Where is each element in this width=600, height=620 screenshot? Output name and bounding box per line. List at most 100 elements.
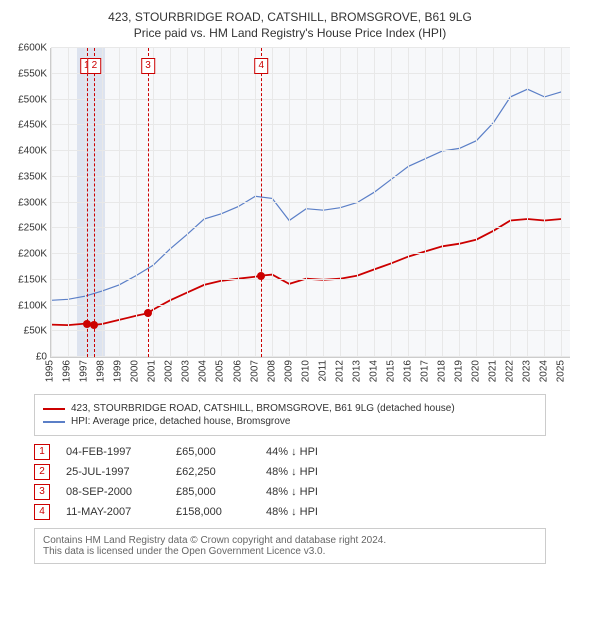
series-marker [257,272,265,280]
sale-row: 308-SEP-2000£85,00048% ↓ HPI [34,484,546,500]
sale-index: 4 [34,504,50,520]
callout-line [87,48,88,357]
x-axis-label: 2004 [198,360,209,382]
callout-marker: 4 [255,58,269,74]
footer-line1: Contains HM Land Registry data © Crown c… [43,535,537,546]
legend-row: HPI: Average price, detached house, Brom… [43,416,537,427]
y-axis-label: £300K [9,197,47,208]
sale-index: 2 [34,464,50,480]
y-axis-label: £600K [9,43,47,54]
chart-lines [51,48,570,357]
x-gridline [510,48,511,357]
sale-diff: 44% ↓ HPI [266,446,318,458]
sale-price: £65,000 [176,446,266,458]
callout-line [94,48,95,357]
x-gridline [238,48,239,357]
legend-row: 423, STOURBRIDGE ROAD, CATSHILL, BROMSGR… [43,403,537,414]
sale-diff: 48% ↓ HPI [266,486,318,498]
x-axis-label: 2013 [351,360,362,382]
x-axis-label: 2003 [181,360,192,382]
x-axis-labels: 1995199619971998199920002001200220032004… [50,358,570,388]
y-gridline [51,330,570,331]
y-axis-label: £150K [9,274,47,285]
x-axis-label: 2010 [300,360,311,382]
chart-title: 423, STOURBRIDGE ROAD, CATSHILL, BROMSGR… [10,10,570,24]
plot-area: £0£50K£100K£150K£200K£250K£300K£350K£400… [50,48,570,358]
legend-swatch [43,408,65,410]
x-gridline [153,48,154,357]
x-axis-label: 1996 [62,360,73,382]
x-axis-label: 2011 [317,360,328,382]
y-axis-label: £550K [9,68,47,79]
callout-line [261,48,262,357]
y-gridline [51,73,570,74]
x-gridline [306,48,307,357]
y-gridline [51,202,570,203]
x-axis-label: 2015 [385,360,396,382]
x-axis-label: 2019 [454,360,465,382]
x-axis-label: 2012 [334,360,345,382]
sale-row: 104-FEB-1997£65,00044% ↓ HPI [34,444,546,460]
sale-price: £158,000 [176,506,266,518]
y-gridline [51,176,570,177]
sale-diff: 48% ↓ HPI [266,506,318,518]
x-axis-label: 2002 [164,360,175,382]
y-gridline [51,99,570,100]
x-axis-label: 2009 [283,360,294,382]
x-gridline [170,48,171,357]
sale-date: 25-JUL-1997 [66,466,176,478]
sales-table: 104-FEB-1997£65,00044% ↓ HPI 2 25-JUL-1997… [34,444,546,520]
sale-index: 3 [34,484,50,500]
sale-row: 4 11-MAY-2007£158,00048% ↓ HPI [34,504,546,520]
y-axis-label: £450K [9,120,47,131]
x-gridline [323,48,324,357]
sale-date: 04-FEB-1997 [66,446,176,458]
y-axis-label: £100K [9,300,47,311]
y-axis-label: £200K [9,249,47,260]
footer-line2: This data is licensed under the Open Gov… [43,546,537,557]
y-axis-label: £0 [9,352,47,363]
y-axis-label: £350K [9,171,47,182]
callout-marker: 3 [141,58,155,74]
x-gridline [68,48,69,357]
x-gridline [476,48,477,357]
sale-date: 11-MAY-2007 [66,506,176,518]
x-axis-label: 2017 [420,360,431,382]
x-axis-label: 1997 [79,360,90,382]
x-gridline [221,48,222,357]
series-marker [90,321,98,329]
x-gridline [459,48,460,357]
y-gridline [51,305,570,306]
x-gridline [272,48,273,357]
legend: 423, STOURBRIDGE ROAD, CATSHILL, BROMSGR… [34,394,546,436]
legend-label: HPI: Average price, detached house, Brom… [71,416,290,427]
x-axis-label: 2001 [147,360,158,382]
x-gridline [255,48,256,357]
y-gridline [51,279,570,280]
y-axis-label: £50K [9,326,47,337]
x-gridline [544,48,545,357]
x-gridline [51,48,52,357]
x-gridline [289,48,290,357]
x-gridline [136,48,137,357]
x-axis-label: 2020 [471,360,482,382]
figure-container: 423, STOURBRIDGE ROAD, CATSHILL, BROMSGR… [0,0,580,574]
series-marker [144,309,152,317]
x-axis-label: 2023 [522,360,533,382]
x-axis-label: 2005 [215,360,226,382]
sale-row: 225-JUL-1997£62,25048% ↓ HPI [34,464,546,480]
callout-marker: 2 [88,58,102,74]
x-gridline [408,48,409,357]
sale-date: 08-SEP-2000 [66,486,176,498]
y-gridline [51,124,570,125]
footer-note: Contains HM Land Registry data © Crown c… [34,528,546,564]
y-axis-label: £500K [9,94,47,105]
x-axis-label: 1998 [96,360,107,382]
x-axis-label: 2024 [539,360,550,382]
x-axis-label: 2021 [488,360,499,382]
chart: £0£50K£100K£150K£200K£250K£300K£350K£400… [10,48,570,388]
x-axis-label: 1995 [45,360,56,382]
y-gridline [51,227,570,228]
x-axis-label: 2008 [266,360,277,382]
x-gridline [357,48,358,357]
